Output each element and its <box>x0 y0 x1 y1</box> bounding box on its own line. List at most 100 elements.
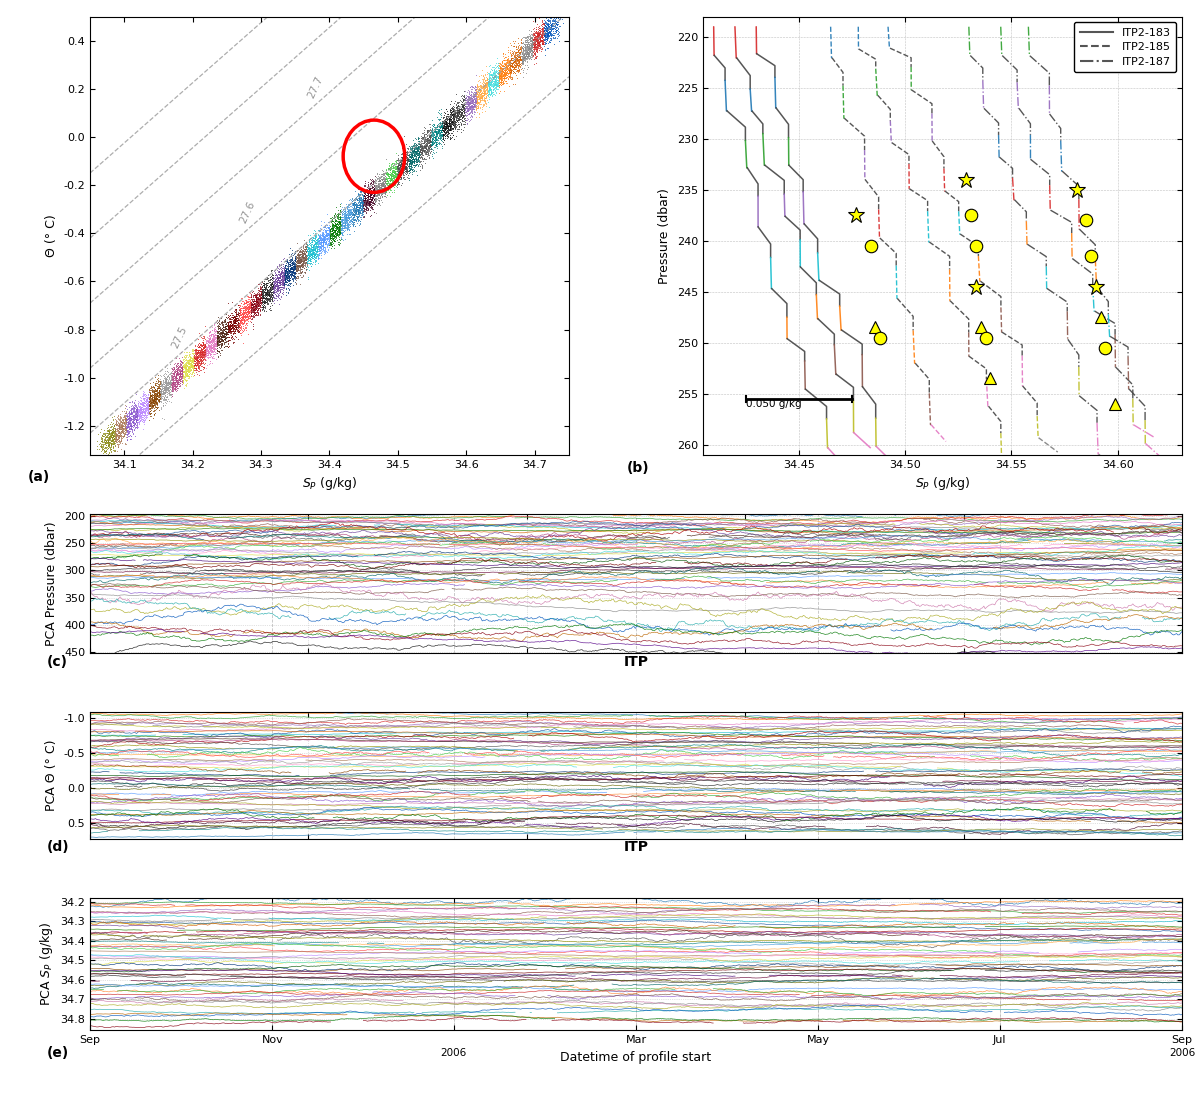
Point <box>427 133 446 151</box>
Point <box>294 263 313 281</box>
Point <box>506 55 526 73</box>
Point <box>242 295 262 313</box>
Point <box>199 344 218 361</box>
Point <box>272 263 292 281</box>
Point <box>252 291 271 309</box>
Point <box>269 278 288 295</box>
Point <box>488 67 508 85</box>
Point <box>379 154 398 172</box>
Point <box>320 222 340 239</box>
Point <box>487 77 506 95</box>
Point <box>115 410 134 428</box>
Point <box>148 370 167 388</box>
Point <box>130 414 149 432</box>
Point <box>378 177 397 195</box>
Point <box>121 431 140 449</box>
Point <box>186 359 205 377</box>
Point <box>355 195 374 213</box>
Point <box>438 125 457 142</box>
Point <box>163 370 182 388</box>
Point <box>326 220 346 238</box>
Point <box>371 171 390 188</box>
Point <box>342 204 361 222</box>
Point <box>215 322 234 339</box>
Point <box>540 18 559 35</box>
Point <box>487 68 506 86</box>
Point <box>384 162 403 180</box>
Point <box>412 141 431 159</box>
Point <box>490 74 509 91</box>
Point <box>308 229 328 247</box>
Point <box>275 257 294 274</box>
Point <box>110 418 130 435</box>
Point <box>185 354 204 371</box>
Point <box>98 431 118 449</box>
Point <box>523 43 542 61</box>
Point <box>312 225 331 242</box>
Point <box>408 141 427 159</box>
Point <box>490 65 509 83</box>
Point <box>462 87 481 105</box>
Point <box>504 57 523 75</box>
Point <box>276 263 295 281</box>
Point <box>228 311 247 328</box>
Point <box>145 389 164 407</box>
Point <box>388 165 407 183</box>
Point <box>184 358 203 376</box>
Point <box>395 153 414 171</box>
Point <box>401 150 420 168</box>
Point <box>328 226 347 244</box>
Point <box>248 293 268 311</box>
Point <box>124 412 143 430</box>
Point <box>379 160 398 177</box>
Point <box>229 312 248 329</box>
Point <box>305 240 324 258</box>
Point <box>254 280 274 298</box>
Point <box>540 20 559 37</box>
Point <box>396 160 415 177</box>
Point <box>470 89 490 107</box>
Point <box>409 153 428 171</box>
Point <box>191 344 210 361</box>
Point <box>196 347 215 365</box>
Point <box>310 240 329 258</box>
Point <box>504 63 523 80</box>
Point <box>146 387 166 404</box>
Point <box>205 325 224 343</box>
Point <box>238 304 257 322</box>
Point <box>116 421 136 439</box>
Point <box>396 159 415 176</box>
Point <box>244 300 263 317</box>
Point <box>278 255 298 272</box>
Point <box>540 20 559 37</box>
Point <box>306 244 325 261</box>
Point <box>250 292 269 310</box>
Point <box>206 322 226 339</box>
Point <box>530 22 550 40</box>
Point <box>140 399 160 417</box>
Point <box>524 19 544 36</box>
Point <box>502 50 521 67</box>
Point <box>306 227 325 245</box>
Point <box>305 245 324 262</box>
Point <box>211 324 230 342</box>
Point <box>494 68 514 86</box>
Point <box>113 434 132 452</box>
Point <box>108 429 127 446</box>
Point <box>217 316 236 334</box>
Point <box>138 388 157 406</box>
Point <box>163 374 182 391</box>
Point <box>511 44 530 62</box>
Point <box>347 197 366 215</box>
Point <box>166 378 185 396</box>
Point <box>470 80 490 98</box>
Point <box>296 248 316 266</box>
Point <box>308 233 328 250</box>
Point <box>320 229 340 247</box>
Point <box>272 269 292 287</box>
Point <box>92 439 112 456</box>
Point <box>349 212 368 229</box>
Point <box>318 226 337 244</box>
Point <box>505 56 524 74</box>
Point <box>170 357 190 375</box>
